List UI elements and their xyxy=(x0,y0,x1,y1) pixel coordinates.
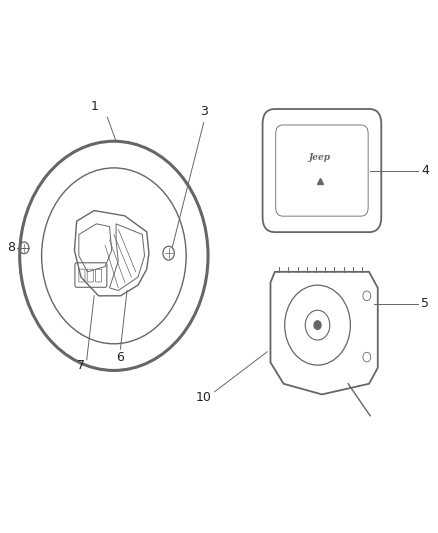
Text: 8: 8 xyxy=(7,241,15,254)
Text: 10: 10 xyxy=(196,391,212,403)
Text: 5: 5 xyxy=(421,297,429,310)
Text: 7: 7 xyxy=(77,359,85,372)
Text: Jeep: Jeep xyxy=(309,153,331,161)
Text: 4: 4 xyxy=(421,164,429,177)
Text: 6: 6 xyxy=(117,351,124,364)
Text: 1: 1 xyxy=(90,100,98,113)
Circle shape xyxy=(314,321,321,329)
Text: 3: 3 xyxy=(200,106,208,118)
